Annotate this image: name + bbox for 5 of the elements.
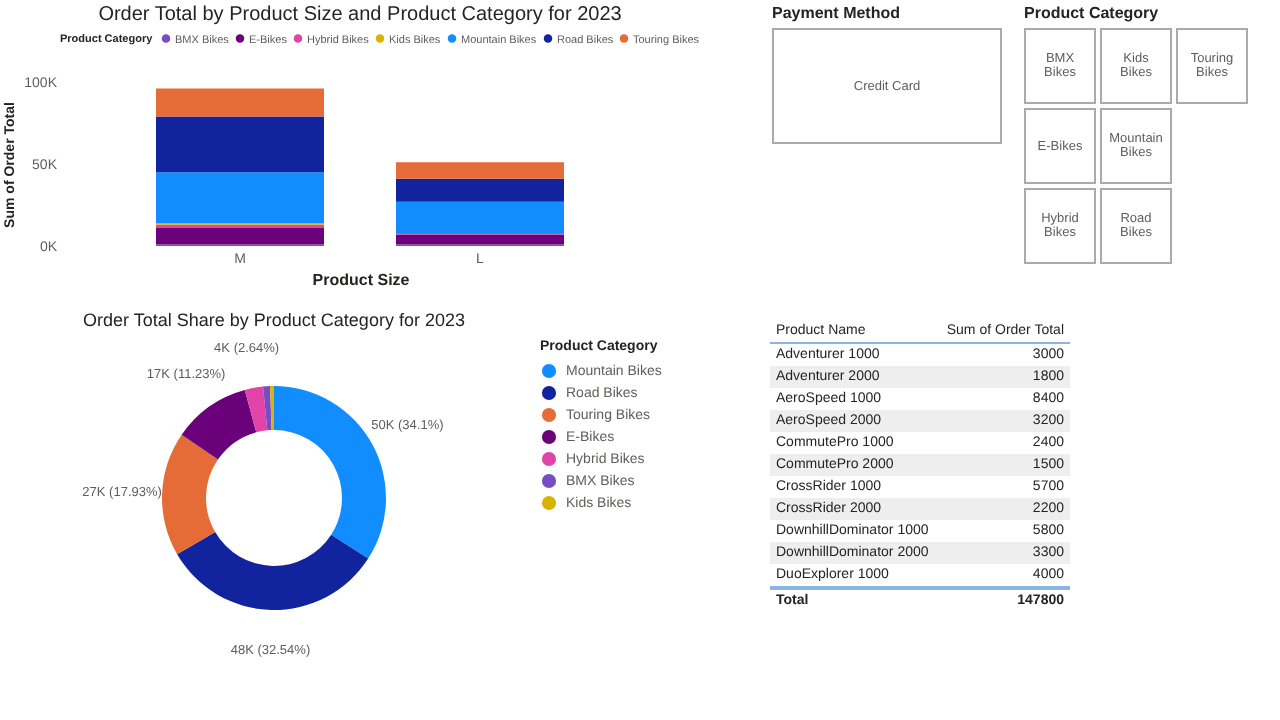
chart-title: Order Total Share by Product Category for 2023 <box>83 310 465 330</box>
text: Product Category <box>1024 4 1161 22</box>
x-axis-title: Product Size <box>312 271 411 289</box>
chart-title: Order Total by Product Size and Product Category for 2023 <box>98 4 623 26</box>
text: Payment Method <box>772 4 903 22</box>
